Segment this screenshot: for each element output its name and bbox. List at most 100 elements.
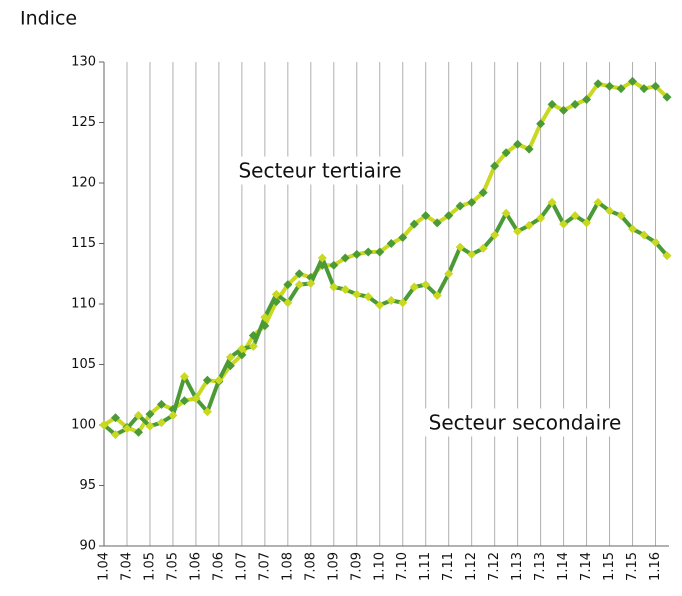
point-marker [490,161,500,171]
point-marker [432,218,442,228]
point-marker [375,300,385,310]
point-marker [662,92,672,102]
point-marker [329,282,339,292]
y-tick-label: 110 [71,297,96,312]
x-tick-label: 1.12 [464,552,479,581]
point-marker [375,247,385,257]
x-tick-label: 1.11 [418,552,433,581]
point-marker [547,99,557,109]
point-marker [352,289,362,299]
series-line [102,79,669,435]
point-marker [340,253,350,263]
x-tick-label: 7.06 [211,552,226,581]
point-marker [156,418,166,428]
x-tick-label: 7.07 [257,552,272,581]
point-marker [616,211,626,221]
point-marker [616,84,626,94]
point-marker [145,421,155,431]
point-marker [283,298,293,308]
label-background [234,156,406,185]
point-marker [444,269,454,279]
point-marker [467,249,477,259]
point-marker [582,95,592,105]
y-tick-label: 115 [71,236,96,251]
point-marker [501,148,511,158]
point-marker [214,375,224,385]
point-marker [421,211,431,221]
point-marker [605,206,615,216]
point-marker [455,201,465,211]
point-marker [501,208,511,218]
x-tick-label: 1.16 [648,552,663,581]
point-marker [524,144,534,154]
y-tick-label: 100 [71,418,96,433]
x-tick-label: 7.11 [441,552,456,581]
y-axis-label: Indice [20,8,77,30]
point-marker [547,197,557,207]
point-marker [513,139,523,149]
x-tick-label: 1.04 [97,552,112,581]
point-marker [536,213,546,223]
point-marker [191,393,201,403]
series-label: Secteur tertiaire [238,159,401,183]
point-marker [122,424,132,434]
point-marker [559,219,569,229]
point-marker [432,291,442,301]
series-label: Secteur secondaire [429,411,622,435]
point-marker [651,81,661,91]
y-tick-label: 105 [71,357,96,372]
y-tick-label: 125 [71,115,96,130]
point-marker [202,375,212,385]
point-marker [340,284,350,294]
point-marker [559,105,569,115]
point-marker [260,312,270,322]
point-marker [651,237,661,247]
x-tick-label: 1.08 [280,552,295,581]
x-tick-label: 7.15 [625,552,640,581]
point-marker [99,420,109,430]
y-tick-label: 130 [71,55,96,70]
point-marker [363,247,373,257]
point-marker [582,218,592,228]
x-tick-label: 7.14 [579,552,594,581]
point-marker [467,197,477,207]
x-tick-label: 7.10 [395,552,410,581]
point-marker [478,188,488,198]
point-marker [628,76,638,86]
x-tick-label: 1.07 [234,552,249,581]
x-tick-label: 1.06 [188,552,203,581]
point-marker [156,399,166,409]
point-marker [386,239,396,248]
point-marker [352,249,362,259]
x-tick-label: 1.09 [326,552,341,581]
point-marker [145,409,155,419]
point-marker [524,220,534,230]
point-marker [179,396,189,406]
point-marker [317,253,327,263]
x-tick-label: 1.10 [372,552,387,581]
point-marker [110,430,120,440]
point-marker [409,282,419,292]
point-marker [294,269,304,279]
point-marker [639,84,649,94]
x-tick-label: 7.12 [487,552,502,581]
point-marker [248,341,258,351]
x-tick-label: 7.08 [303,552,318,581]
point-marker [444,211,454,221]
point-marker [386,295,396,305]
point-marker [179,372,189,382]
label-background [424,408,626,437]
point-marker [421,280,431,290]
point-marker [409,219,419,229]
point-marker [639,230,649,240]
y-tick-label: 90 [79,539,96,554]
y-tick-label: 120 [71,176,96,191]
point-marker [398,298,408,308]
point-marker [363,292,373,302]
point-marker [168,410,178,420]
point-marker [202,407,212,417]
x-tick-label: 1.15 [602,552,617,581]
point-marker [225,352,235,362]
point-marker [513,226,523,236]
